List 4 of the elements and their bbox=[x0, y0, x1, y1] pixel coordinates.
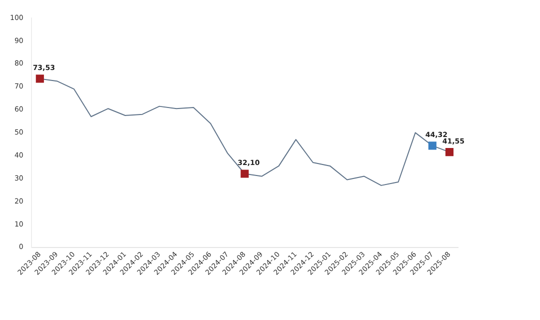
point bbox=[428, 142, 436, 150]
point bbox=[36, 74, 44, 83]
point bbox=[240, 170, 249, 178]
point bbox=[445, 148, 454, 156]
